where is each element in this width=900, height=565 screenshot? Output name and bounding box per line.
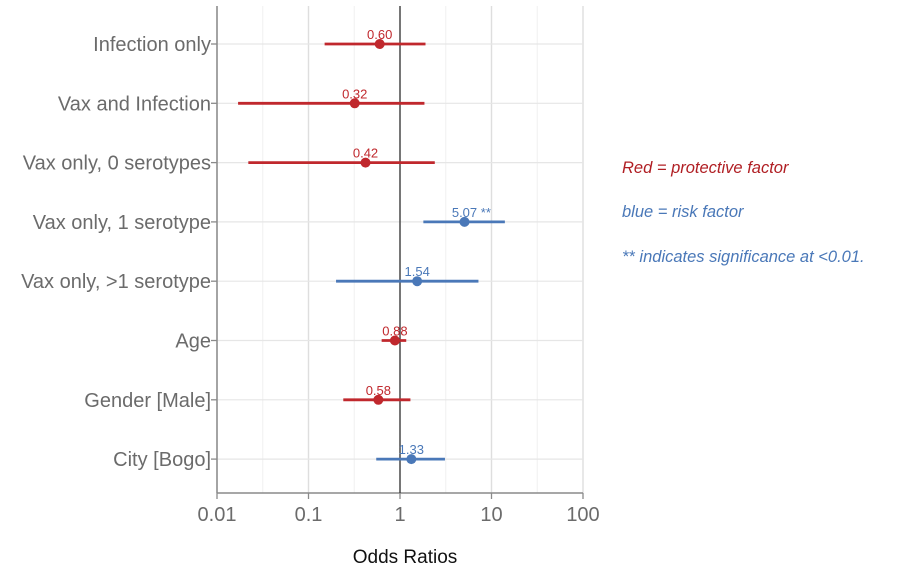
odds-ratio-point (349, 98, 360, 109)
data-label: 5.07 ** (452, 205, 491, 220)
y-tick-label: Vax only, >1 serotype (21, 271, 211, 293)
data-label: 0.32 (342, 86, 367, 101)
x-tick-label: 10 (480, 504, 502, 526)
y-tick-label: Gender [Male] (84, 390, 211, 412)
y-tick-label: Infection only (93, 34, 211, 56)
data-label: 0.88 (382, 324, 407, 339)
y-tick-label: Vax only, 0 serotypes (23, 153, 211, 175)
odds-ratio-point (412, 276, 423, 287)
odds-ratio-point (389, 335, 400, 346)
chart-marks (238, 39, 505, 465)
axes: 0.01 0.1 1 10 100 Infection only Vax and Infec… (21, 6, 600, 526)
legend-note-red: Red = protective factor (622, 159, 789, 177)
odds-ratio-point (374, 39, 385, 49)
x-tick-label: 0.01 (198, 504, 237, 526)
chart-labels: 0.60 0.32 0.42 5.07 ** 1.54 0.88 0.58 1.33 (342, 27, 491, 457)
y-tick-label: Age (175, 331, 211, 353)
x-axis-label: Odds Ratios (353, 547, 458, 565)
data-label: 1.54 (405, 264, 430, 279)
x-tick-label: 0.1 (295, 504, 323, 526)
data-label: 1.33 (399, 442, 424, 457)
odds-ratio-point (373, 394, 384, 405)
y-tick-label: Vax only, 1 serotype (33, 212, 211, 234)
x-tick-label: 100 (566, 504, 599, 526)
odds-ratio-point (406, 454, 417, 465)
odds-ratio-point (360, 157, 371, 168)
y-tick-label: City [Bogo] (113, 449, 211, 471)
data-label: 0.58 (366, 383, 391, 398)
data-label: 0.60 (367, 27, 392, 42)
odds-ratio-point (459, 216, 470, 227)
x-tick-label: 1 (394, 504, 405, 526)
legend-note-significance: ** indicates significance at <0.01. (622, 248, 865, 266)
y-tick-label: Vax and Infection (58, 93, 211, 115)
legend-note-blue: blue = risk factor (622, 203, 744, 221)
data-label: 0.42 (353, 146, 378, 161)
